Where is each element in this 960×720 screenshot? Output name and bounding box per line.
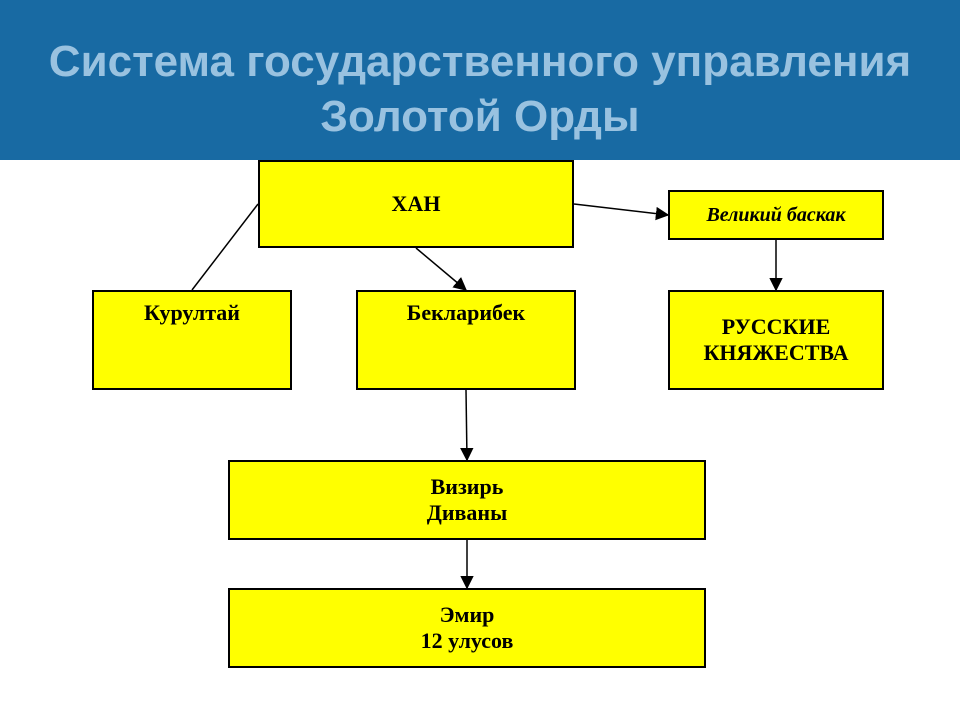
page-title: Система государственного управления Золо… xyxy=(0,0,960,160)
node-baskak: Великий баскак xyxy=(668,190,884,240)
edge-khan-kurultai xyxy=(192,204,258,290)
edge-khan-baskak xyxy=(574,204,668,215)
node-kurultai: Курултай xyxy=(92,290,292,390)
node-emir: Эмир 12 улусов xyxy=(228,588,706,668)
node-rus: РУССКИЕ КНЯЖЕСТВА xyxy=(668,290,884,390)
node-khan: ХАН xyxy=(258,160,574,248)
node-vizir: Визирь Диваны xyxy=(228,460,706,540)
diagram-stage: Система государственного управления Золо… xyxy=(0,0,960,720)
edge-khan-beklaribek xyxy=(416,248,466,290)
node-beklaribek: Бекларибек xyxy=(356,290,576,390)
edge-beklaribek-vizir xyxy=(466,390,467,460)
